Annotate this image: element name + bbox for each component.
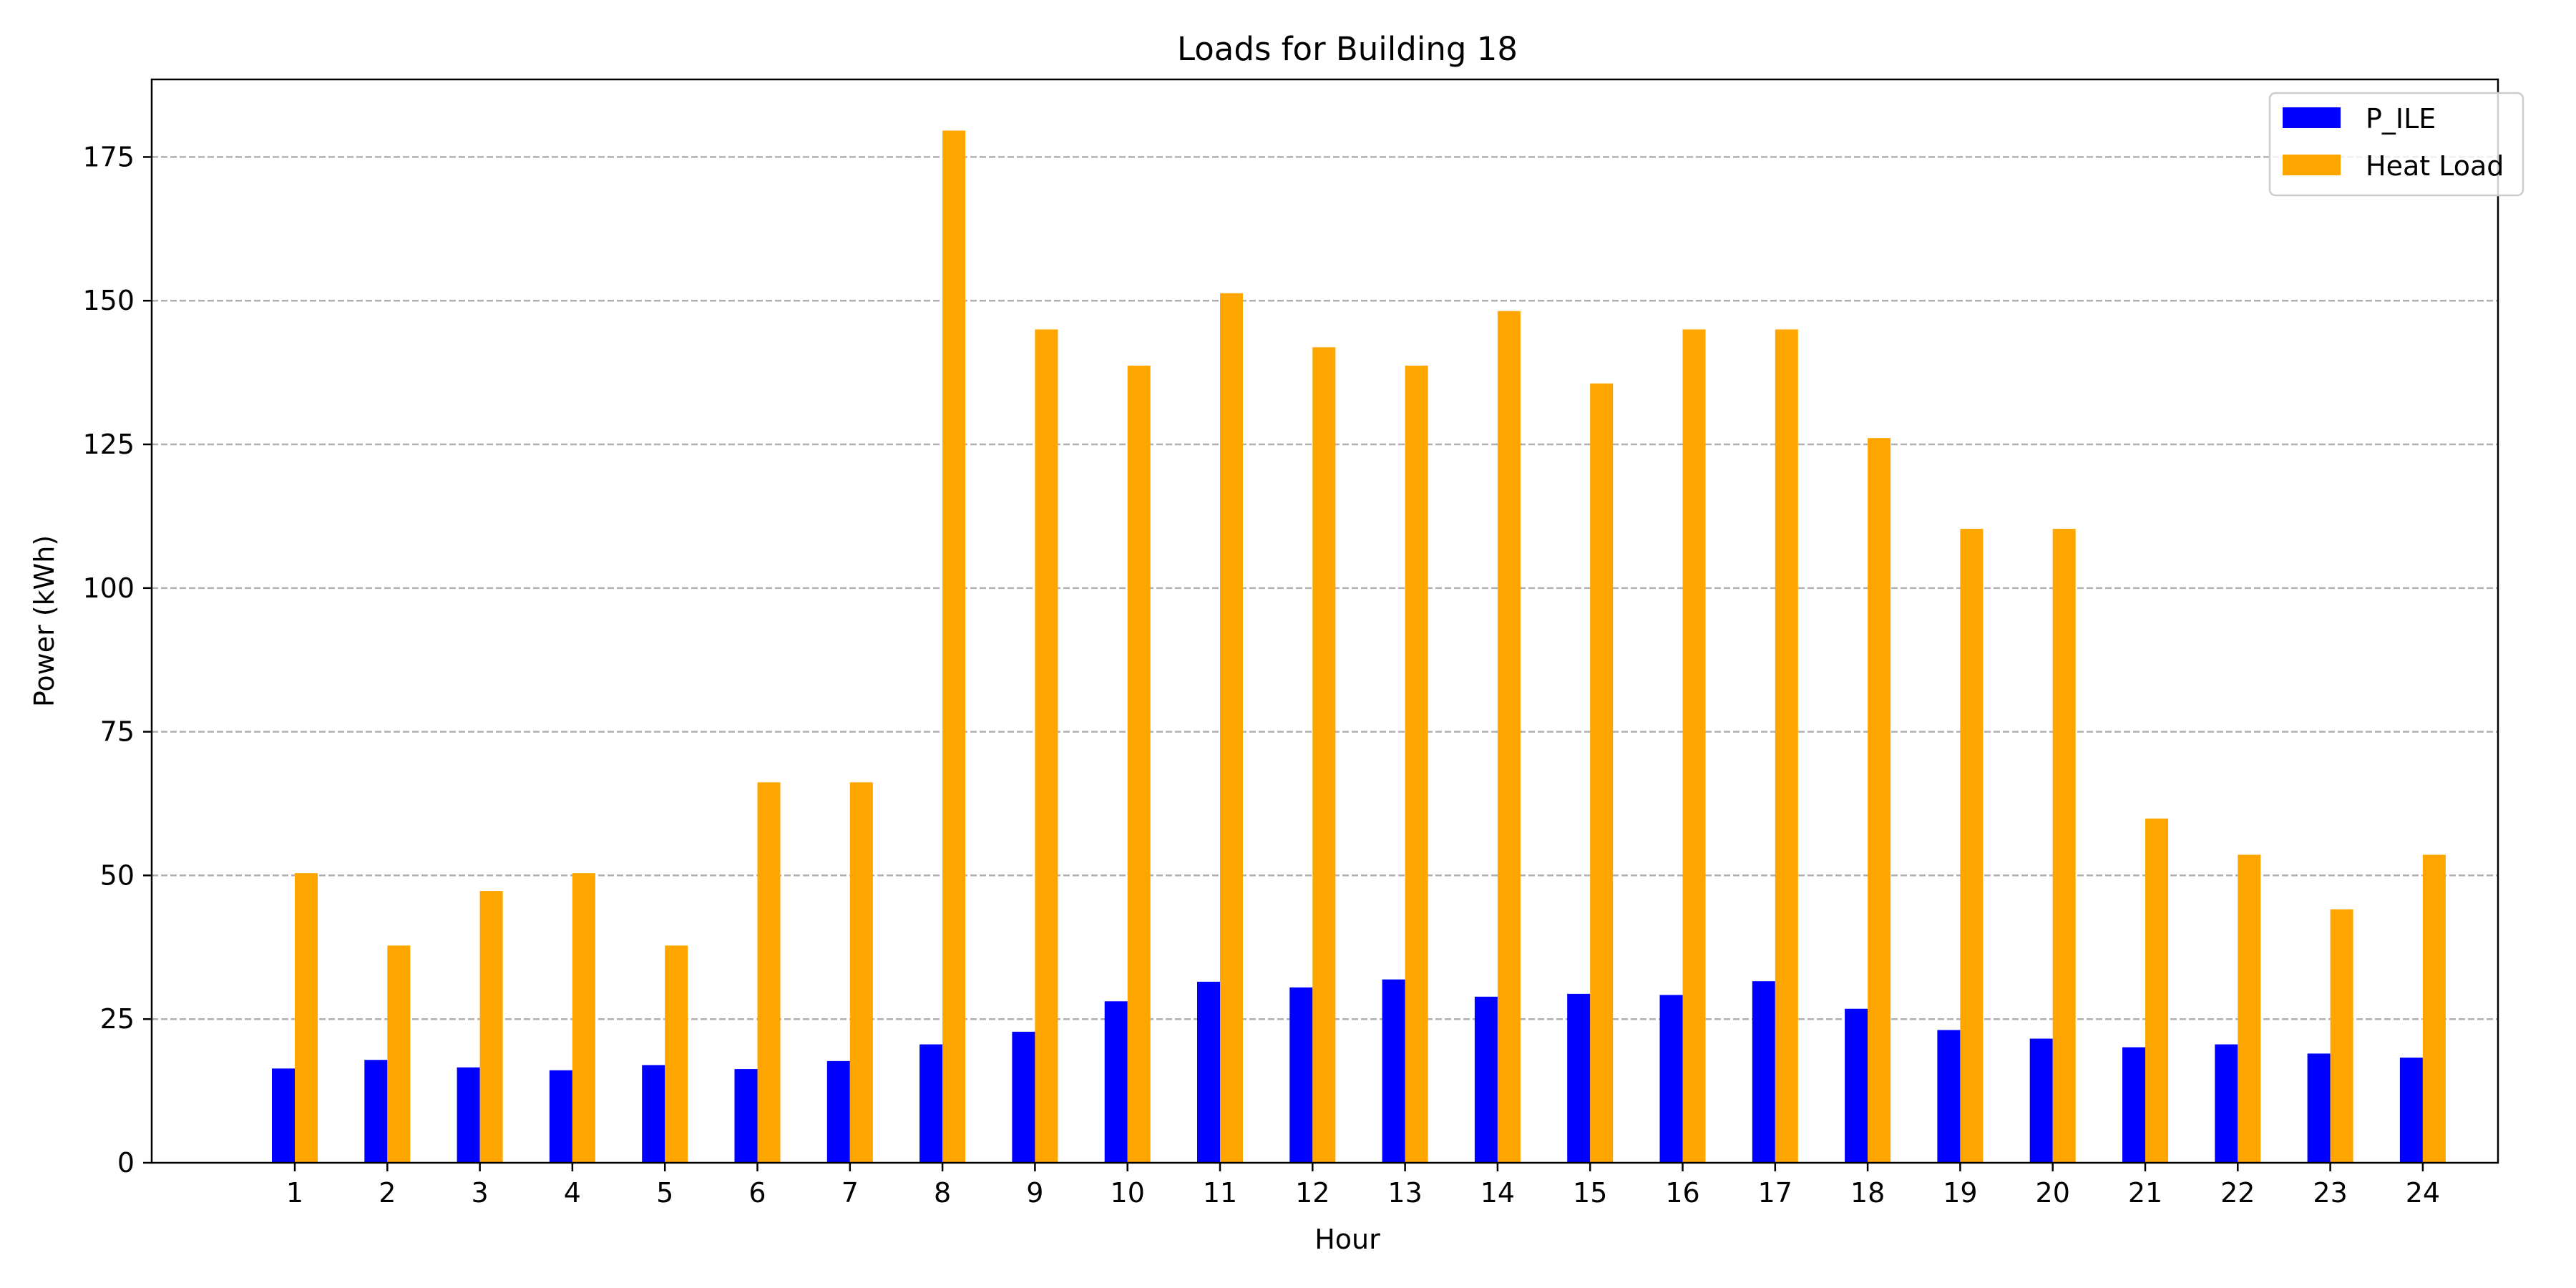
- chart-title: Loads for Building 18: [1177, 30, 1518, 68]
- y-tick-label: 0: [117, 1147, 135, 1179]
- bar-p-ile: [549, 1070, 572, 1163]
- x-tick-label: 20: [2036, 1177, 2070, 1209]
- y-axis-label: Power (kWh): [29, 535, 60, 707]
- bar-p-ile: [1567, 993, 1591, 1163]
- x-tick-label: 21: [2128, 1177, 2162, 1209]
- bar-heat-load: [665, 945, 688, 1163]
- y-tick-label: 150: [82, 285, 135, 316]
- x-tick-label: 14: [1480, 1177, 1515, 1209]
- bar-heat-load: [942, 130, 966, 1163]
- legend-label-p-ile: P_ILE: [2366, 103, 2436, 135]
- x-tick-label: 9: [1026, 1177, 1043, 1209]
- x-axis-label: Hour: [1314, 1224, 1380, 1255]
- legend-swatch-p-ile: [2283, 107, 2341, 128]
- x-tick-label: 4: [564, 1177, 581, 1209]
- bars: [272, 130, 2446, 1163]
- bar-p-ile: [1474, 996, 1498, 1163]
- x-tick-label: 24: [2406, 1177, 2440, 1209]
- bar-p-ile: [1289, 987, 1313, 1163]
- x-axis: 1 2 3 4 5 6 7 8 9 10 11 12 13 14 15 16 17 18 19 20 21 22 23 24: [286, 1163, 2440, 1209]
- x-tick-label: 7: [841, 1177, 859, 1209]
- bar-p-ile: [2307, 1053, 2331, 1163]
- bar-heat-load: [1590, 383, 1614, 1163]
- bar-p-ile: [642, 1065, 665, 1163]
- x-tick-label: 5: [656, 1177, 673, 1209]
- bar-heat-load: [1035, 329, 1058, 1163]
- y-tick-label: 175: [82, 141, 135, 172]
- bar-p-ile: [364, 1060, 388, 1163]
- bar-heat-load: [1127, 365, 1151, 1163]
- bar-p-ile: [1659, 995, 1683, 1163]
- y-tick-label: 50: [100, 859, 135, 891]
- bar-p-ile: [457, 1067, 480, 1163]
- x-tick-label: 17: [1758, 1177, 1792, 1209]
- bar-heat-load: [479, 891, 503, 1163]
- bar-heat-load: [2145, 818, 2168, 1163]
- bar-p-ile: [2029, 1038, 2053, 1163]
- bar-p-ile: [734, 1069, 758, 1163]
- x-tick-label: 23: [2313, 1177, 2347, 1209]
- bar-p-ile: [826, 1060, 850, 1163]
- bar-p-ile: [2399, 1058, 2423, 1163]
- x-tick-label: 18: [1850, 1177, 1885, 1209]
- bar-p-ile: [1937, 1030, 1961, 1163]
- bar-p-ile: [919, 1044, 943, 1163]
- bar-p-ile: [2122, 1047, 2145, 1163]
- x-tick-label: 2: [379, 1177, 396, 1209]
- bar-p-ile: [1382, 979, 1405, 1163]
- bar-heat-load: [2422, 854, 2446, 1163]
- bar-heat-load: [1220, 293, 1243, 1163]
- bar-heat-load: [572, 873, 595, 1163]
- y-tick-label: 125: [82, 429, 135, 460]
- plot-area-frame: [150, 78, 2499, 1164]
- legend-label-heat-load: Heat Load: [2366, 150, 2504, 182]
- bar-heat-load: [1497, 311, 1521, 1163]
- bar-heat-load: [1312, 347, 1336, 1163]
- legend-swatch-heat-load: [2283, 155, 2341, 175]
- bar-heat-load: [2330, 909, 2353, 1163]
- bar-p-ile: [1012, 1031, 1035, 1163]
- x-tick-label: 12: [1295, 1177, 1330, 1209]
- x-tick-label: 3: [472, 1177, 489, 1209]
- bar-heat-load: [295, 873, 318, 1163]
- bar-heat-load: [1682, 329, 1706, 1163]
- x-tick-label: 6: [748, 1177, 766, 1209]
- bar-heat-load: [2238, 854, 2261, 1163]
- y-axis: 0 25 50 75 100 125 150 175: [82, 141, 152, 1179]
- y-tick-label: 100: [82, 572, 135, 604]
- x-tick-label: 15: [1573, 1177, 1607, 1209]
- bar-p-ile: [1752, 981, 1775, 1163]
- x-tick-label: 13: [1387, 1177, 1422, 1209]
- x-tick-label: 8: [934, 1177, 951, 1209]
- legend: P_ILE Heat Load: [2268, 92, 2524, 197]
- bar-p-ile: [1845, 1008, 1868, 1163]
- bar-p-ile: [1104, 1001, 1128, 1163]
- y-tick-label: 75: [100, 716, 135, 748]
- x-tick-label: 11: [1203, 1177, 1237, 1209]
- bar-p-ile: [272, 1068, 295, 1163]
- y-tick-label: 25: [100, 1003, 135, 1035]
- bar-heat-load: [1405, 365, 1428, 1163]
- bar-heat-load: [849, 782, 873, 1163]
- x-tick-label: 22: [2220, 1177, 2255, 1209]
- bar-heat-load: [1775, 329, 1798, 1163]
- bar-heat-load: [2052, 529, 2076, 1163]
- bar-heat-load: [387, 945, 411, 1163]
- x-tick-label: 1: [286, 1177, 303, 1209]
- x-tick-label: 10: [1111, 1177, 1145, 1209]
- x-tick-label: 16: [1665, 1177, 1699, 1209]
- bar-heat-load: [757, 782, 781, 1163]
- x-tick-label: 19: [1943, 1177, 1977, 1209]
- bar-heat-load: [1868, 438, 1891, 1163]
- bar-heat-load: [1960, 529, 1984, 1163]
- bar-p-ile: [2215, 1044, 2238, 1163]
- bar-p-ile: [1197, 981, 1220, 1163]
